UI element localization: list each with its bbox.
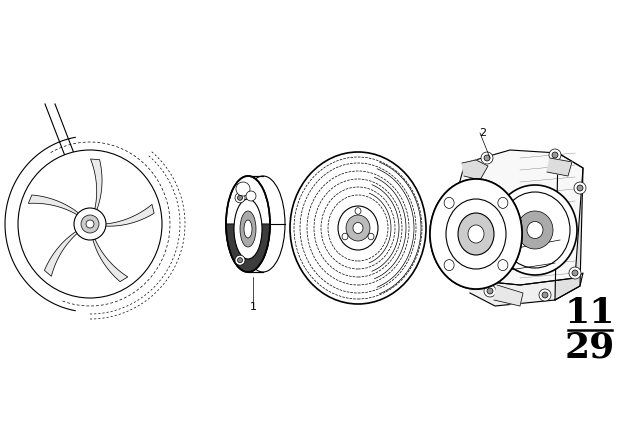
Ellipse shape	[527, 221, 543, 238]
Ellipse shape	[444, 198, 454, 208]
Ellipse shape	[444, 198, 454, 208]
Ellipse shape	[368, 233, 374, 240]
Ellipse shape	[430, 179, 522, 289]
Polygon shape	[28, 195, 79, 215]
Ellipse shape	[577, 185, 583, 191]
Ellipse shape	[353, 223, 363, 233]
Text: 2: 2	[479, 128, 486, 138]
Polygon shape	[547, 158, 572, 176]
Ellipse shape	[234, 199, 262, 259]
Ellipse shape	[240, 211, 256, 247]
Ellipse shape	[552, 152, 558, 158]
Ellipse shape	[81, 215, 99, 233]
Ellipse shape	[569, 267, 581, 279]
Ellipse shape	[235, 255, 245, 265]
Polygon shape	[462, 160, 488, 180]
Polygon shape	[494, 285, 523, 306]
Ellipse shape	[498, 259, 508, 271]
Polygon shape	[44, 231, 78, 276]
Ellipse shape	[493, 185, 577, 275]
Text: 11: 11	[564, 296, 615, 330]
Ellipse shape	[517, 211, 553, 249]
Ellipse shape	[498, 259, 508, 271]
Ellipse shape	[346, 215, 370, 241]
Ellipse shape	[86, 220, 94, 228]
Ellipse shape	[481, 152, 493, 164]
Ellipse shape	[446, 199, 506, 269]
Ellipse shape	[542, 292, 548, 298]
Ellipse shape	[244, 220, 252, 238]
Ellipse shape	[484, 155, 490, 161]
Ellipse shape	[430, 179, 522, 289]
Polygon shape	[226, 224, 270, 272]
Ellipse shape	[458, 213, 494, 255]
Ellipse shape	[487, 288, 493, 294]
Polygon shape	[93, 238, 128, 282]
Ellipse shape	[237, 195, 243, 200]
Ellipse shape	[574, 182, 586, 194]
Ellipse shape	[498, 198, 508, 208]
Ellipse shape	[355, 208, 361, 214]
Ellipse shape	[484, 285, 496, 297]
Ellipse shape	[338, 206, 378, 250]
Polygon shape	[555, 153, 583, 300]
Ellipse shape	[444, 259, 454, 271]
Ellipse shape	[290, 152, 426, 304]
Ellipse shape	[74, 208, 106, 240]
Ellipse shape	[549, 149, 561, 161]
Ellipse shape	[572, 270, 578, 276]
Ellipse shape	[236, 182, 250, 196]
Text: 29: 29	[565, 331, 615, 365]
Ellipse shape	[235, 193, 245, 203]
Ellipse shape	[539, 289, 551, 301]
Text: 1: 1	[250, 302, 257, 312]
Polygon shape	[455, 150, 583, 285]
Ellipse shape	[458, 213, 494, 255]
Ellipse shape	[468, 225, 484, 243]
Polygon shape	[470, 273, 583, 306]
Ellipse shape	[237, 258, 243, 263]
Ellipse shape	[498, 198, 508, 208]
Ellipse shape	[246, 191, 256, 201]
Ellipse shape	[444, 259, 454, 271]
Ellipse shape	[226, 176, 270, 272]
Ellipse shape	[18, 150, 162, 298]
Ellipse shape	[468, 225, 484, 243]
Polygon shape	[105, 204, 154, 226]
Ellipse shape	[342, 233, 348, 240]
Polygon shape	[91, 159, 102, 211]
Ellipse shape	[446, 199, 506, 269]
